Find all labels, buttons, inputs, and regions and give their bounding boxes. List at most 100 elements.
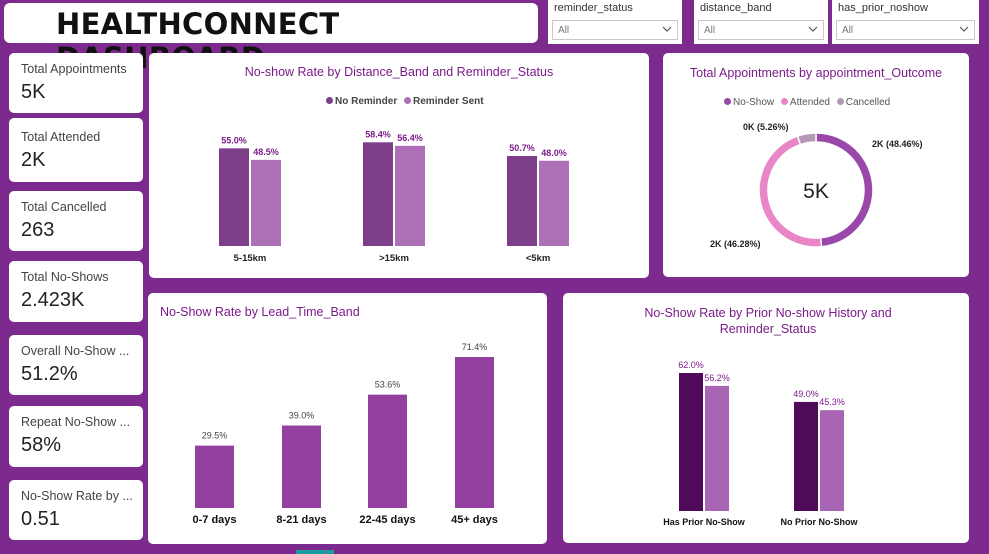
- legend-dot: [780, 98, 788, 105]
- slicer-value: All: [558, 25, 570, 36]
- kpi-value: 5K: [21, 81, 46, 103]
- legend-dot: [836, 98, 844, 105]
- legend-item-attended[interactable]: Attended: [780, 97, 830, 108]
- slicer-dropdown[interactable]: All: [552, 20, 678, 40]
- bar: [820, 410, 844, 511]
- legend-item-no-show[interactable]: No-Show: [724, 97, 774, 108]
- kpi-value: 58%: [21, 434, 62, 456]
- slicer-dropdown[interactable]: All: [836, 20, 975, 40]
- donut-center-value: 5K: [803, 180, 829, 203]
- bar: [455, 357, 494, 508]
- data-label: 58.4%: [365, 129, 391, 139]
- bar: [395, 145, 425, 246]
- chart-title: No-Show Rate by Prior No-show History an…: [644, 306, 892, 336]
- slicer-distance-band[interactable]: distance_band All: [694, 0, 828, 44]
- slicer-label: distance_band: [700, 2, 772, 14]
- prior-history-bar-chart: 62.0%56.2% Has Prior No-Show 49.0%45.3% No …: [663, 360, 859, 527]
- legend-label: Cancelled: [845, 97, 891, 108]
- distance-band-bar-chart: 55.0% 48.5% 5-15km 58.4% 56.4% >15km 50.7% 48.0…: [219, 129, 569, 264]
- category-label: No Prior No-Show: [781, 517, 859, 527]
- kpi-label: Total No-Shows: [21, 270, 109, 284]
- kpi-value: 51.2%: [21, 363, 78, 385]
- kpi-value: 2K: [21, 149, 46, 171]
- chevron-down-icon: [959, 26, 969, 32]
- data-label: 48.0%: [541, 148, 567, 158]
- kpi-value: 2.423K: [21, 289, 85, 311]
- legend-item-cancelled[interactable]: Cancelled: [836, 97, 891, 108]
- legend-label: Attended: [789, 97, 830, 108]
- slicer-label: reminder_status: [554, 2, 633, 14]
- kpi-total-cancelled: Total Cancelled 263: [9, 191, 143, 251]
- legend-dot: [724, 98, 731, 105]
- donut-slice: [796, 132, 817, 146]
- slicer-value: All: [704, 25, 716, 36]
- kpi-total-appointments: Total Appointments 5K: [9, 53, 143, 113]
- chart-title: No-Show Rate by Lead_Time_Band: [160, 305, 360, 319]
- data-label: 45.3%: [819, 397, 845, 407]
- kpi-no-show-rate-by: No-Show Rate by ... 0.51: [9, 480, 143, 540]
- category-label: >15km: [379, 253, 409, 264]
- category-label: Has Prior No-Show: [663, 517, 746, 527]
- bar: [251, 159, 281, 246]
- kpi-label: Overall No-Show ...: [21, 344, 130, 358]
- data-label: 49.0%: [793, 389, 819, 399]
- lead-time-bar-chart: 29.5% 0-7 days 39.0% 8-21 days 53.6% 22-45 da…: [192, 342, 498, 526]
- data-label: 39.0%: [289, 411, 315, 421]
- legend-dot: [326, 97, 333, 104]
- kpi-value: 0.51: [21, 508, 60, 530]
- category-label: 5-15km: [234, 253, 267, 264]
- chevron-down-icon: [808, 26, 818, 32]
- bar: [282, 425, 321, 508]
- legend-item-reminder-sent[interactable]: Reminder Sent: [404, 96, 484, 107]
- data-label: 71.4%: [462, 342, 488, 352]
- kpi-total-no-shows: Total No-Shows 2.423K: [9, 261, 143, 322]
- bar: [705, 385, 729, 511]
- bar: [219, 148, 249, 246]
- legend-label: Reminder Sent: [413, 96, 484, 107]
- data-label: 55.0%: [221, 135, 247, 145]
- outcome-donut-chart: 5K 2K (48.46%) 2K (46.28%) 0K (5.26%): [710, 122, 923, 249]
- chart-legend: No Reminder Reminder Sent: [326, 96, 484, 107]
- bar: [794, 401, 818, 511]
- page-tab-indicator[interactable]: [296, 550, 334, 554]
- data-label: 29.5%: [202, 431, 228, 441]
- bar: [363, 142, 393, 246]
- category-label: 22-45 days: [359, 514, 415, 526]
- kpi-repeat-no-show: Repeat No-Show ... 58%: [9, 406, 143, 467]
- data-label: 62.0%: [678, 360, 704, 370]
- chart-title: Total Appointments by appointment_Outcom…: [689, 66, 943, 80]
- data-label: 0K (5.26%): [743, 122, 789, 132]
- legend-item-no-reminder[interactable]: No Reminder: [326, 96, 397, 107]
- bar: [507, 155, 537, 246]
- kpi-value: 263: [21, 219, 55, 241]
- legend-label: No-Show: [733, 97, 775, 108]
- chart-title: No-show Rate by Distance_Band and Remind…: [244, 65, 554, 79]
- slicer-dropdown[interactable]: All: [698, 20, 824, 40]
- chevron-down-icon: [662, 26, 672, 32]
- slicer-has-prior-noshow[interactable]: has_prior_noshow All: [832, 0, 979, 44]
- kpi-overall-no-show-rate: Overall No-Show ... 51.2%: [9, 335, 143, 395]
- kpi-label: Total Appointments: [21, 62, 127, 76]
- slicer-reminder-status[interactable]: reminder_status All: [548, 0, 682, 44]
- data-label: 56.2%: [704, 373, 730, 383]
- data-label: 53.6%: [375, 380, 401, 390]
- data-label: 50.7%: [509, 143, 535, 153]
- data-label: 48.5%: [253, 147, 279, 157]
- bar: [195, 445, 234, 508]
- legend-label: No Reminder: [335, 96, 398, 107]
- category-label: <5km: [526, 253, 551, 264]
- legend-dot: [404, 97, 412, 104]
- kpi-label: Repeat No-Show ...: [21, 415, 131, 429]
- kpi-label: Total Cancelled: [21, 200, 107, 214]
- chart-card-outcome: Total Appointments by appointment_Outcom…: [663, 53, 969, 277]
- data-label: 56.4%: [397, 133, 423, 143]
- category-label: 8-21 days: [276, 514, 326, 526]
- data-label: 2K (46.28%): [710, 239, 761, 249]
- slicer-label: has_prior_noshow: [838, 2, 928, 14]
- dashboard-title-card: HEALTHCONNECT DASHBOARD: [4, 3, 538, 75]
- kpi-label: No-Show Rate by ...: [21, 489, 133, 503]
- kpi-label: Total Attended: [21, 130, 101, 144]
- bar: [539, 160, 569, 246]
- category-label: 0-7 days: [192, 514, 236, 526]
- category-label: 45+ days: [451, 514, 498, 526]
